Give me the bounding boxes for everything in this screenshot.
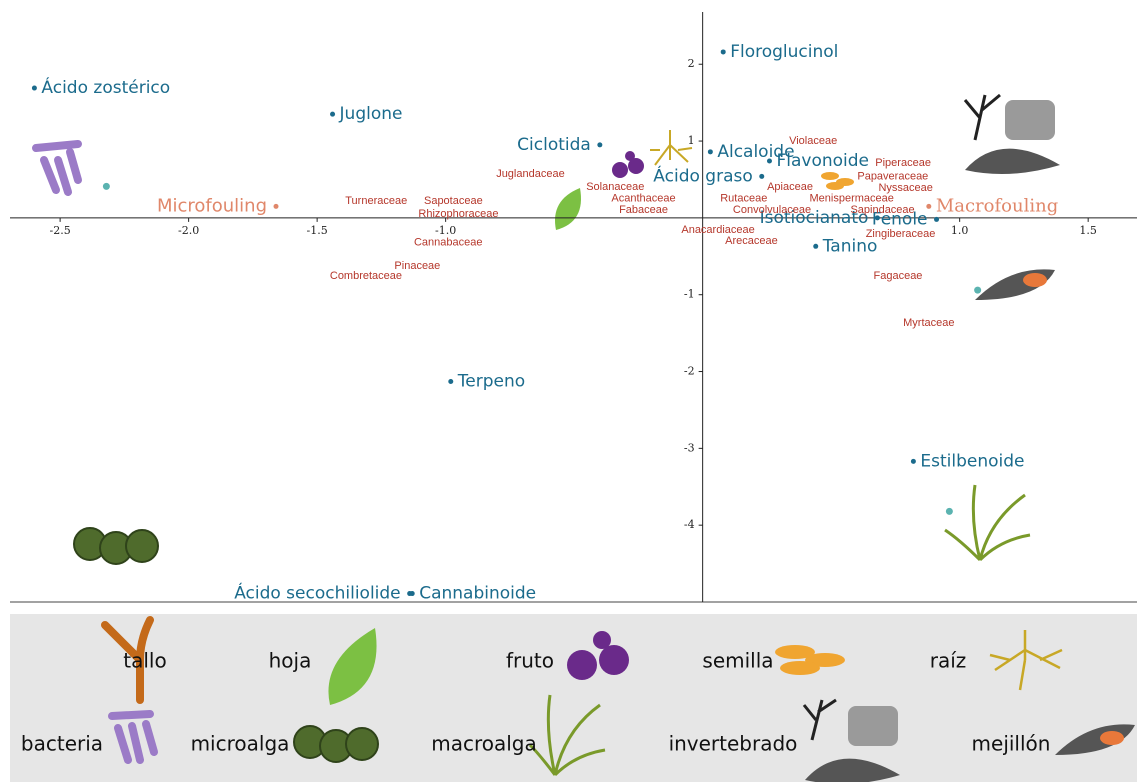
point xyxy=(721,49,726,54)
family-label: Apiaceae xyxy=(767,181,813,193)
y-tick-label: -3 xyxy=(684,441,695,454)
family-label: Rutaceae xyxy=(720,193,767,205)
point xyxy=(974,287,981,294)
point xyxy=(330,112,335,117)
family-label: Myrtaceae xyxy=(903,317,954,329)
family-label: Rhizophoraceae xyxy=(418,208,498,220)
x-tick-label: -1.0 xyxy=(435,224,456,237)
icon-bacteria xyxy=(36,144,78,192)
icon-fruto xyxy=(612,151,644,178)
compound-label: Ciclotida xyxy=(517,135,591,155)
family-label: Papaveraceae xyxy=(857,170,928,182)
icon-raiz xyxy=(650,130,692,165)
family-label: Juglandaceae xyxy=(496,168,565,180)
x-tick-label: -2.5 xyxy=(50,224,71,237)
legend-icon-microalga xyxy=(294,726,378,762)
icon-mejillon xyxy=(975,269,1055,300)
icon-microalga xyxy=(74,528,158,564)
x-tick-label: 1.0 xyxy=(951,224,969,237)
y-tick-label: 1 xyxy=(688,134,695,147)
compound-label: Flavonoide xyxy=(776,151,869,171)
point xyxy=(767,159,772,164)
compound-label: Ácido graso xyxy=(653,164,752,186)
family-label: Sapotaceae xyxy=(424,195,483,207)
legend-panel xyxy=(10,614,1137,782)
fouling-label: Microfouling xyxy=(157,195,267,216)
family-label: Zingiberaceae xyxy=(866,228,936,240)
fouling-label: Macrofouling xyxy=(936,195,1058,216)
family-label: Solanaceae xyxy=(586,181,644,193)
point xyxy=(759,174,764,179)
family-label: Menispermaceae xyxy=(810,193,894,205)
point xyxy=(911,459,916,464)
icon-macroalga xyxy=(945,485,1030,560)
family-label: Fabaceae xyxy=(619,204,668,216)
family-label: Turneraceae xyxy=(345,195,407,207)
family-label: Fagaceae xyxy=(874,270,923,282)
compound-label: Juglone xyxy=(339,104,403,124)
legend-label: microalga xyxy=(191,732,290,756)
legend-label: bacteria xyxy=(21,732,103,756)
legend-label: tallo xyxy=(123,649,166,673)
icon-hoja xyxy=(555,188,581,230)
x-tick-label: -1.5 xyxy=(307,224,328,237)
legend-label: semilla xyxy=(702,649,773,673)
icon-invertebrado xyxy=(965,95,1060,174)
legend-label: hoja xyxy=(269,649,312,673)
point xyxy=(448,379,453,384)
point xyxy=(32,86,37,91)
compound-label: Floroglucinol xyxy=(730,42,838,62)
point xyxy=(813,244,818,249)
point xyxy=(597,142,602,147)
family-label: Arecaceae xyxy=(725,235,778,247)
x-tick-label: -2.0 xyxy=(178,224,199,237)
family-label: Cannabaceae xyxy=(414,236,483,248)
legend-label: raíz xyxy=(930,649,967,673)
point xyxy=(274,204,279,209)
family-label: Acanthaceae xyxy=(611,193,675,205)
legend-label: invertebrado xyxy=(669,732,798,756)
y-tick-label: -4 xyxy=(684,518,695,531)
compound-label: Terpeno xyxy=(457,372,525,392)
family-label: Piperaceae xyxy=(875,157,931,169)
family-label: Combretaceae xyxy=(330,270,402,282)
y-tick-label: -2 xyxy=(684,365,695,378)
y-tick-label: 2 xyxy=(688,57,695,70)
point xyxy=(407,591,412,596)
family-label: Sapindaceae xyxy=(850,204,914,216)
point xyxy=(934,217,939,222)
legend-label: mejillón xyxy=(972,732,1051,756)
compound-label: Cannabinoide xyxy=(419,584,536,604)
compound-label: Ácido zostérico xyxy=(41,76,170,98)
y-tick-label: -1 xyxy=(684,288,695,301)
compound-label: Estilbenoide xyxy=(920,451,1024,471)
compound-label: Ácido secochiliolide xyxy=(234,582,400,604)
legend-label: fruto xyxy=(506,649,554,673)
x-tick-label: 1.5 xyxy=(1079,224,1097,237)
point xyxy=(103,183,110,190)
family-label: Violaceae xyxy=(789,135,837,147)
legend-label: macroalga xyxy=(431,732,537,756)
point xyxy=(946,508,953,515)
point xyxy=(708,149,713,154)
family-label: Convolvulaceae xyxy=(733,204,811,216)
point xyxy=(926,204,931,209)
icon-semilla xyxy=(821,172,854,190)
chart: -2.5 -2.0 -1.5 -1.0 1.0 1.5 2 1 -1 -2 -3 -4 Ácido zo… xyxy=(0,0,1137,782)
